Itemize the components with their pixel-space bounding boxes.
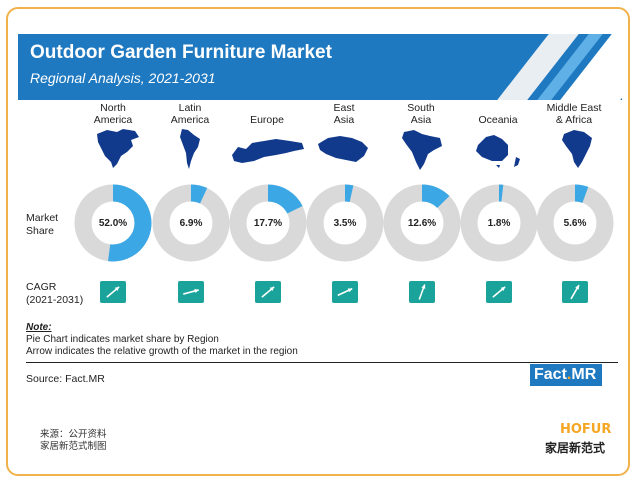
fact-mr-logo-right: MR [571,366,597,383]
market-share-label-latin-america: 6.9% [179,218,203,229]
arrow-head [269,286,275,292]
growth-arrow-icon [261,286,275,298]
region-label-middle-east-africa: Middle East & Africa [546,102,602,126]
cagr-arrow-middle-east-africa [562,281,588,303]
cagr-arrow-latin-america [178,281,204,303]
cagr-arrow-south-asia [409,281,435,303]
oceania-map-icon [476,135,520,168]
region-label-east-asia: East Asia [333,102,355,126]
cagr-arrow-east-asia [332,281,358,303]
east-asia-map-icon [318,136,368,162]
fact-mr-logo-dot: . [566,366,572,383]
region-label-oceania: Oceania [478,114,518,126]
fact-mr-logo: Fact.MR [530,364,603,386]
arrow-head [421,284,426,289]
chart-note: Note: Pie Chart indicates market share b… [26,322,298,358]
growth-arrow-icon [337,287,353,297]
middle-east-africa-map-icon [562,130,592,168]
divider [26,362,618,363]
market-share-donut-charts [74,184,614,262]
region-label-north-america: North America [93,102,133,126]
page-subtitle: Regional Analysis, 2021-2031 [30,70,216,86]
note-line-arrow: Arrow indicates the relative growth of t… [26,346,298,357]
market-share-label-south-asia: 12.6% [407,218,437,229]
region-label-europe: Europe [250,114,284,126]
cn-source-line-2: 家居新范式制图 [40,441,107,452]
south-asia-map-icon [402,130,442,170]
market-share-label-europe: 17.7% [253,218,283,229]
chinese-source-note: 来源：公开资料 家居新范式制图 [40,429,107,453]
cagr-arrow-oceania [486,281,512,303]
arrow-head [500,286,506,292]
hofur-logo-cn: 家居新范式 [545,441,606,455]
growth-arrow-icon [183,288,199,295]
growth-arrow-icon [418,284,426,300]
market-share-label-east-asia: 3.5% [333,218,357,229]
arrow-head [347,288,353,293]
region-label-south-asia: South Asia [407,102,435,126]
hofur-logo: HOFUR [560,422,612,437]
note-line-pie: Pie Chart indicates market share by Regi… [26,334,219,345]
region-label-latin-america: Latin America [170,102,210,126]
donut-share-north-america [74,184,152,262]
page-title: Outdoor Garden Furniture Market [30,42,332,63]
donut-share-east-asia [306,184,384,262]
europe-map-icon [232,139,304,163]
arrow-head [575,285,579,290]
donut-share-middle-east-africa [536,184,614,262]
cagr-arrow-europe [255,281,281,303]
source-text: Source: Fact.MR [26,373,105,385]
arrow-head [194,288,199,294]
cagr-arrow-north-america [100,281,126,303]
arrow-head [114,286,120,292]
note-title: Note: [26,322,52,333]
north-america-map-icon [97,129,139,168]
fact-mr-logo-left: Fact [534,366,567,383]
growth-arrow-icon [570,284,580,300]
header-banner: Outdoor Garden Furniture Market Regional… [18,34,622,100]
market-share-label-middle-east-africa: 5.6% [563,218,587,229]
market-share-row-label: Market Share [26,212,59,237]
cn-source-line-1: 来源：公开资料 [40,429,107,440]
latin-america-map-icon [180,129,200,169]
donut-share-europe [229,184,307,262]
growth-arrow-icon [492,286,506,298]
growth-arrow-icon [106,286,120,298]
cagr-row-label: CAGR (2021-2031) [26,281,84,306]
market-share-label-north-america: 52.0% [98,218,128,229]
market-share-label-oceania: 1.8% [487,218,511,229]
donut-share-latin-america [152,184,230,262]
donut-share-south-asia [383,184,461,262]
donut-share-oceania [460,184,538,262]
